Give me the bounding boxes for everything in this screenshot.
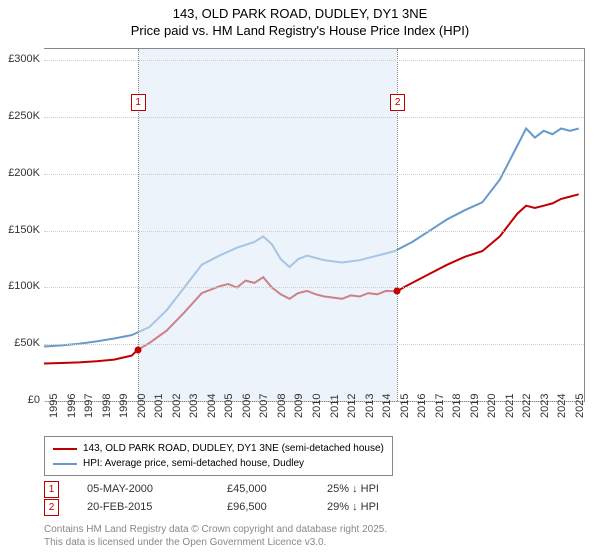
x-tick-label: 2017 <box>434 394 446 418</box>
sale-marker-label: 1 <box>131 94 146 111</box>
sales-date: 05-MAY-2000 <box>87 483 227 495</box>
x-tick-label: 2002 <box>171 394 183 418</box>
x-tick-label: 2024 <box>556 394 568 418</box>
x-tick-label: 2019 <box>469 394 481 418</box>
x-tick-label: 2011 <box>329 394 341 418</box>
x-tick-label: 2000 <box>136 394 148 418</box>
sales-marker: 1 <box>44 481 59 498</box>
x-tick-label: 2001 <box>153 394 165 418</box>
x-tick-label: 2023 <box>539 394 551 418</box>
x-tick-label: 1999 <box>118 394 130 418</box>
y-tick-label: £250K <box>2 110 40 122</box>
y-tick-label: £50K <box>2 337 40 349</box>
y-tick-label: £100K <box>2 280 40 292</box>
x-tick-label: 1995 <box>48 394 60 418</box>
x-tick-label: 2018 <box>451 394 463 418</box>
sales-price: £96,500 <box>227 501 327 513</box>
footer-text: Contains HM Land Registry data © Crown c… <box>44 524 387 549</box>
gridline <box>44 231 584 232</box>
x-tick-label: 2005 <box>223 394 235 418</box>
gridline <box>44 174 584 175</box>
gridline <box>44 344 584 345</box>
x-tick-label: 2021 <box>504 394 516 418</box>
x-tick-label: 2016 <box>416 394 428 418</box>
footer-line-1: Contains HM Land Registry data © Crown c… <box>44 524 387 537</box>
sale-marker-point <box>394 288 401 295</box>
gridline <box>44 287 584 288</box>
x-tick-label: 2006 <box>241 394 253 418</box>
y-tick-label: £300K <box>2 53 40 65</box>
x-tick-label: 2003 <box>188 394 200 418</box>
x-tick-label: 2007 <box>258 394 270 418</box>
x-tick-label: 2015 <box>399 394 411 418</box>
x-tick-label: 1996 <box>66 394 78 418</box>
x-tick-label: 2004 <box>206 394 218 418</box>
sales-row: 1 05-MAY-2000£45,00025% ↓ HPI <box>44 480 427 498</box>
legend-swatch <box>53 448 77 450</box>
x-tick-label: 2013 <box>364 394 376 418</box>
chart-plot-area: 12 <box>44 48 585 402</box>
x-tick-label: 2009 <box>293 394 305 418</box>
chart-title: 143, OLD PARK ROAD, DUDLEY, DY1 3NE Pric… <box>0 0 600 40</box>
sale-marker-point <box>134 346 141 353</box>
legend-box: 143, OLD PARK ROAD, DUDLEY, DY1 3NE (sem… <box>44 436 393 476</box>
x-tick-label: 2012 <box>346 394 358 418</box>
sales-row: 2 20-FEB-2015£96,50029% ↓ HPI <box>44 498 427 516</box>
x-tick-label: 2020 <box>486 394 498 418</box>
y-tick-label: £150K <box>2 224 40 236</box>
x-tick-label: 2008 <box>276 394 288 418</box>
legend-item: 143, OLD PARK ROAD, DUDLEY, DY1 3NE (sem… <box>53 441 384 456</box>
legend-swatch <box>53 463 77 465</box>
gridline <box>44 60 584 61</box>
x-tick-label: 2010 <box>311 394 323 418</box>
gridline <box>44 117 584 118</box>
x-tick-label: 2025 <box>574 394 586 418</box>
sales-marker: 2 <box>44 499 59 516</box>
x-tick-label: 1998 <box>101 394 113 418</box>
legend-label: HPI: Average price, semi-detached house,… <box>83 456 304 471</box>
footer-line-2: This data is licensed under the Open Gov… <box>44 537 387 550</box>
shaded-region <box>138 49 397 401</box>
sales-date: 20-FEB-2015 <box>87 501 227 513</box>
x-tick-label: 2014 <box>381 394 393 418</box>
sales-table: 1 05-MAY-2000£45,00025% ↓ HPI 2 20-FEB-2015… <box>44 480 427 516</box>
legend-item: HPI: Average price, semi-detached house,… <box>53 456 384 471</box>
y-tick-label: £0 <box>2 394 40 406</box>
y-tick-label: £200K <box>2 167 40 179</box>
sales-price: £45,000 <box>227 483 327 495</box>
sale-marker-label: 2 <box>390 94 405 111</box>
sales-delta: 25% ↓ HPI <box>327 483 427 495</box>
title-line-2: Price paid vs. HM Land Registry's House … <box>0 23 600 40</box>
legend-label: 143, OLD PARK ROAD, DUDLEY, DY1 3NE (sem… <box>83 441 384 456</box>
sales-delta: 29% ↓ HPI <box>327 501 427 513</box>
x-tick-label: 2022 <box>521 394 533 418</box>
title-line-1: 143, OLD PARK ROAD, DUDLEY, DY1 3NE <box>0 6 600 23</box>
x-tick-label: 1997 <box>83 394 95 418</box>
